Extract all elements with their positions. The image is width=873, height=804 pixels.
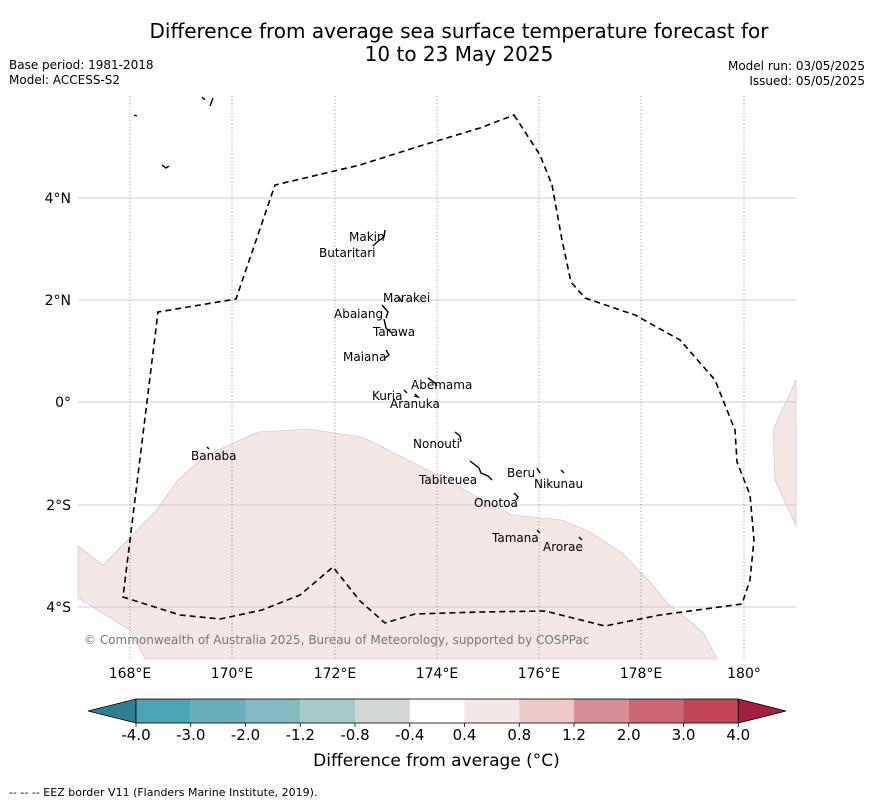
colorbar-segment bbox=[300, 699, 355, 723]
colorbar-tick-label: 2.0 bbox=[617, 726, 641, 744]
colorbar-tick-label: 0.4 bbox=[453, 726, 477, 744]
colorbar-tick-label: -2.0 bbox=[231, 726, 260, 744]
island-label-abemama: Abemama bbox=[411, 378, 472, 392]
title-line-1: Difference from average sea surface temp… bbox=[149, 19, 769, 43]
island-label-makin: Makin bbox=[349, 230, 385, 244]
anomaly-area-east bbox=[772, 379, 797, 527]
meta-left: Base period: 1981-2018 Model: ACCESS-S2 bbox=[9, 58, 154, 88]
colorbar-segment bbox=[519, 699, 574, 723]
island-label-kuria: Kuria bbox=[372, 389, 403, 403]
eez-border bbox=[122, 114, 755, 627]
colorbar-tick-label: -0.8 bbox=[340, 726, 369, 744]
colorbar-segment bbox=[355, 699, 410, 723]
meta-right: Model run: 03/05/2025 Issued: 05/05/2025 bbox=[728, 59, 865, 89]
colorbar-tick-label: -3.0 bbox=[176, 726, 205, 744]
island-label-aranuka: Aranuka bbox=[390, 397, 440, 411]
colorbar-extend-low bbox=[87, 698, 137, 724]
lon-label-172e: 172°E bbox=[314, 666, 357, 682]
colorbar-segment bbox=[245, 699, 301, 723]
lat-label-4n: 4°N bbox=[45, 191, 71, 207]
lat-label-0: 0° bbox=[55, 395, 71, 411]
base-period: Base period: 1981-2018 bbox=[9, 58, 154, 72]
colorbar-tick-label: 1.2 bbox=[562, 726, 586, 744]
island-label-onotoa: Onotoa bbox=[474, 496, 518, 510]
eez-footnote: -- -- -- EEZ border V11 (Flanders Marine… bbox=[9, 786, 318, 799]
model-name: Model: ACCESS-S2 bbox=[9, 73, 121, 87]
longitude-labels: 168°E 170°E 172°E 174°E 176°E 178°E 180° bbox=[109, 666, 761, 682]
colorbar-tick-label: -0.4 bbox=[395, 726, 424, 744]
anomaly-area-south bbox=[77, 428, 718, 660]
island-label-banaba: Banaba bbox=[191, 449, 237, 463]
model-run: Model run: 03/05/2025 bbox=[727, 59, 865, 73]
colorbar-segment bbox=[409, 699, 465, 723]
colorbar-outline bbox=[135, 698, 739, 724]
colorbar-tick-label: 3.0 bbox=[672, 726, 696, 744]
lon-label-178e: 178°E bbox=[620, 666, 663, 682]
colorbar-tick-label: -4.0 bbox=[121, 726, 150, 744]
latitude-labels: 4°N 2°N 0° 2°S 4°S bbox=[45, 191, 72, 616]
lon-label-174e: 174°E bbox=[416, 666, 459, 682]
island-label-nikunau: Nikunau bbox=[534, 477, 583, 491]
issued-date: Issued: 05/05/2025 bbox=[749, 74, 865, 88]
island-label-tabiteuea: Tabiteuea bbox=[418, 473, 477, 487]
colorbar-segment bbox=[683, 699, 739, 723]
colorbar-segment bbox=[190, 699, 246, 723]
colorbar-label: Difference from average (°C) bbox=[313, 751, 560, 771]
island-labels: Makin Butaritari Marakei Abaiang Tarawa … bbox=[191, 230, 583, 554]
colorbar-tick-label: 0.8 bbox=[507, 726, 531, 744]
island-label-butaritari: Butaritari bbox=[319, 246, 376, 260]
island-label-beru: Beru bbox=[507, 466, 535, 480]
colorbar-segment bbox=[574, 699, 629, 723]
lon-label-168e: 168°E bbox=[109, 666, 152, 682]
colorbar-segment bbox=[628, 699, 684, 723]
island-label-abaiang: Abaiang bbox=[334, 307, 383, 321]
island-label-arorae: Arorae bbox=[543, 540, 583, 554]
colorbar-segment bbox=[464, 699, 520, 723]
island-label-nonouti: Nonouti bbox=[413, 437, 460, 451]
island-label-tamana: Tamana bbox=[491, 531, 539, 545]
island-label-maiana: Maiana bbox=[343, 350, 386, 364]
lat-label-2s: 2°S bbox=[46, 498, 71, 514]
lon-label-170e: 170°E bbox=[211, 666, 254, 682]
lon-label-176e: 176°E bbox=[518, 666, 561, 682]
map-title: Difference from average sea surface temp… bbox=[0, 20, 873, 66]
title-line-2: 10 to 23 May 2025 bbox=[364, 42, 554, 66]
colorbar: -4.0 -3.0 -2.0 -1.2 -0.8 -0.4 0.4 0.8 1.2 2.0 3.0 4… bbox=[87, 698, 787, 744]
lat-label-4s: 4°S bbox=[46, 600, 71, 616]
lat-label-2n: 2°N bbox=[45, 293, 71, 309]
copyright-notice: © Commonwealth of Australia 2025, Bureau… bbox=[84, 633, 589, 647]
lon-label-180: 180° bbox=[727, 666, 761, 682]
island-label-marakei: Marakei bbox=[383, 291, 430, 305]
colorbar-extend-high bbox=[737, 698, 787, 724]
colorbar-segment bbox=[136, 699, 191, 723]
island-label-tarawa: Tarawa bbox=[372, 325, 415, 339]
colorbar-tick-label: 4.0 bbox=[726, 726, 750, 744]
colorbar-tick-label: -1.2 bbox=[286, 726, 315, 744]
coastlines bbox=[133, 96, 583, 541]
